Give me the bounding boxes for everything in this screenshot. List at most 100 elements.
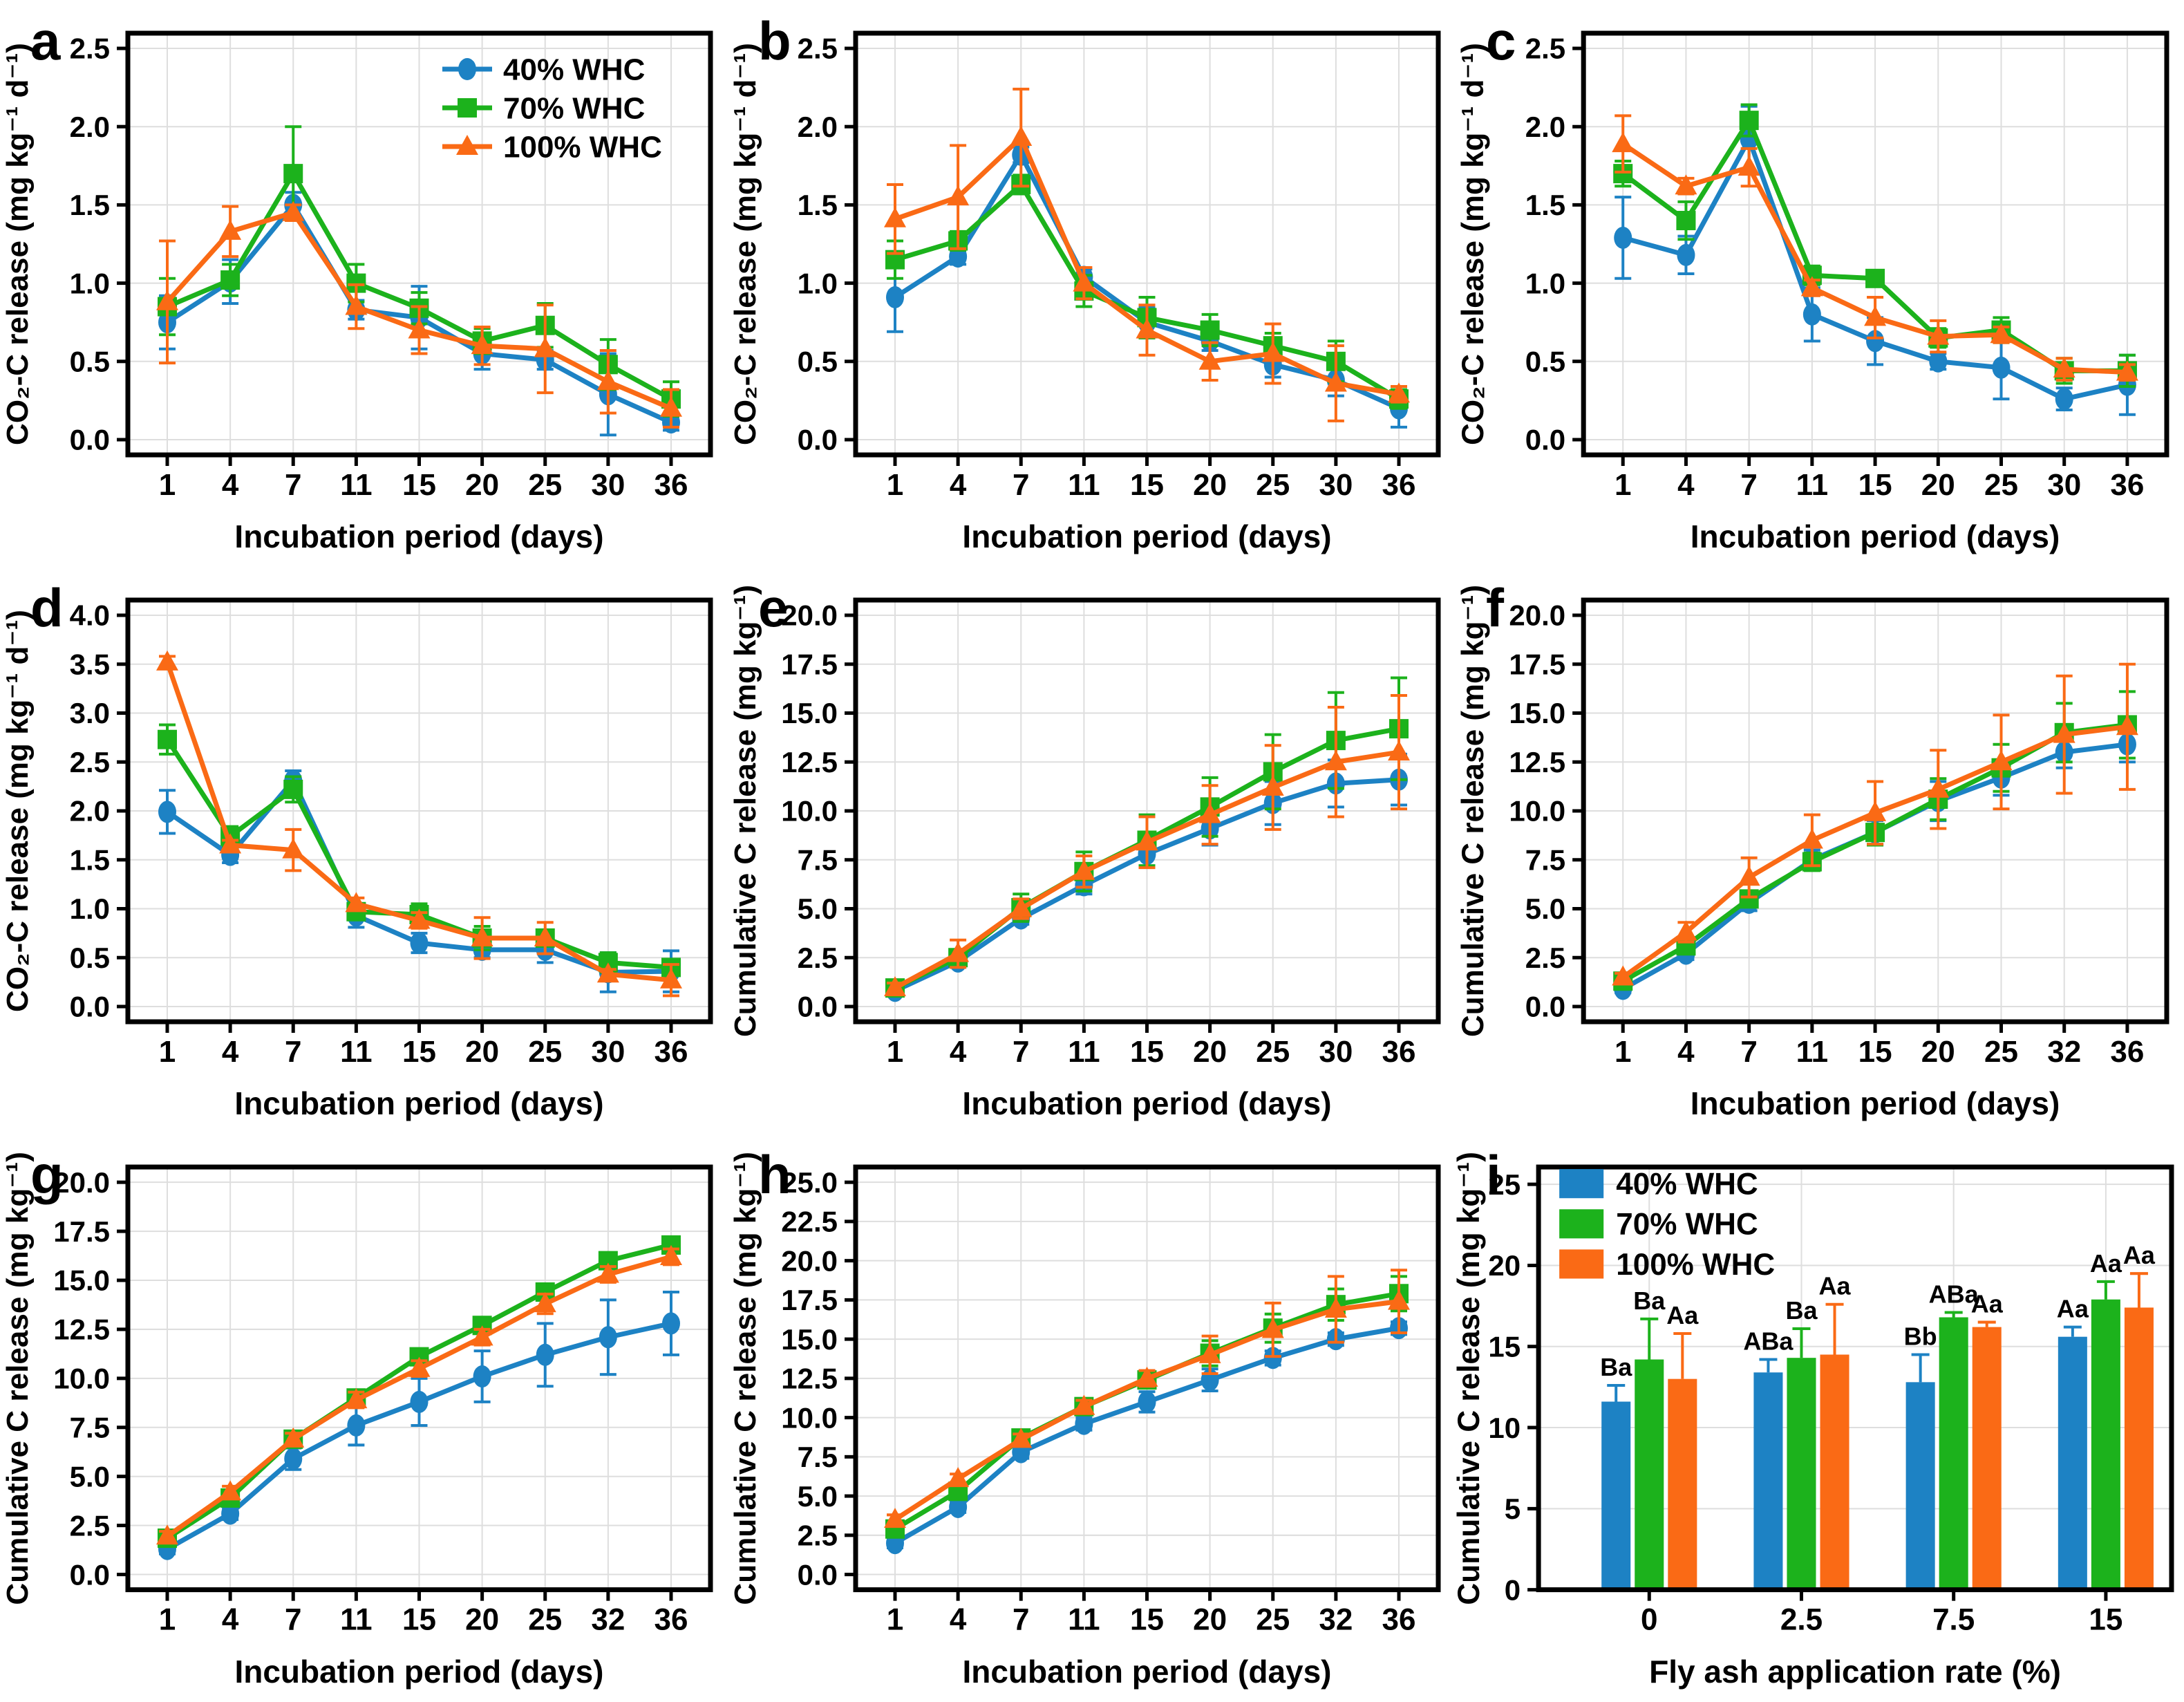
- x-tick-label: 15: [1858, 1035, 1892, 1069]
- y-tick-label: 0.5: [70, 346, 110, 378]
- triangle-marker: [456, 135, 478, 155]
- x-tick-label: 11: [340, 1603, 373, 1637]
- y-tick-label: 15.0: [53, 1264, 110, 1297]
- x-tick-label: 25: [1984, 468, 2018, 502]
- circle-marker: [410, 932, 429, 955]
- triangle-marker: [2053, 357, 2075, 378]
- triangle-marker: [947, 1467, 970, 1488]
- legend-item: 40% WHC: [442, 53, 645, 86]
- significance-label: ABa: [1743, 1327, 1794, 1355]
- x-tick-label: 7: [1740, 468, 1757, 502]
- legend-swatch: [1559, 1169, 1604, 1199]
- triangle-marker: [947, 942, 970, 962]
- chart-c: 0.0 0.5 1.0 1.5 2.0 2.5 1 4 7 11 15 20 25 30 36 CO₂-C r…: [1456, 10, 2169, 554]
- significance-label: Aa: [1666, 1301, 1699, 1329]
- y-axis-label: Cumulative C release (mg kg⁻¹): [728, 1152, 762, 1605]
- y-tick-label: 2.0: [798, 111, 838, 143]
- y-tick-label: 12.5: [53, 1313, 110, 1346]
- triangle-marker: [1927, 777, 1950, 798]
- y-tick-label: 20.0: [781, 1244, 838, 1277]
- panel-f: 0.0 2.5 5.0 7.5 10.0 12.5 15.0 17.5 20.0 1 4 7 11 15 2…: [1456, 567, 2184, 1134]
- significance-label: Ba: [1633, 1287, 1666, 1315]
- panel-letter: d: [30, 577, 64, 638]
- significance-label: Aa: [2123, 1241, 2156, 1269]
- triangle-marker: [1198, 803, 1221, 823]
- series-100-whc: [884, 694, 1410, 997]
- y-tick-label: 4.0: [70, 599, 110, 632]
- x-tick-label: 1: [159, 1035, 176, 1069]
- series-100-whc: [156, 650, 682, 998]
- x-tick-label: 2.5: [1780, 1603, 1823, 1637]
- x-axis-label: Incubation period (days): [962, 518, 1331, 554]
- y-tick-label: 17.5: [53, 1215, 110, 1248]
- y-axis-label: Cumulative C release (mg kg⁻¹): [1456, 585, 1490, 1037]
- panel-h: 0.0 2.5 5.0 7.5 10.0 12.5 15.0 17.5 20.0 22.5 25.0…: [728, 1134, 1456, 1702]
- axis-ticks: [845, 46, 1401, 466]
- y-tick-label: 2.0: [70, 111, 110, 143]
- triangle-marker: [282, 1427, 305, 1448]
- legend-label: 70% WHC: [1616, 1208, 1758, 1242]
- chart-a: 0.0 0.5 1.0 1.5 2.0 2.5 1 4 7 11 15 20 25 30 36 CO₂-C r…: [1, 10, 713, 554]
- square-marker: [283, 779, 303, 799]
- legend-item: 70% WHC: [442, 91, 645, 125]
- triangle-marker: [156, 290, 178, 310]
- circle-marker: [2055, 388, 2073, 411]
- x-tick-label: 15: [2089, 1603, 2122, 1637]
- bar: [1753, 1372, 1783, 1590]
- square-marker: [283, 164, 303, 184]
- y-tick-label: 0.0: [1525, 991, 1565, 1023]
- bar: [1601, 1401, 1631, 1590]
- significance-label: Ba: [1600, 1353, 1632, 1381]
- panel-letter: h: [758, 1144, 791, 1205]
- y-tick-label: 5.0: [798, 1480, 838, 1513]
- bar: [1939, 1317, 1968, 1590]
- triangle-marker: [408, 1356, 431, 1377]
- y-tick-label: 15: [1488, 1330, 1521, 1363]
- circle-marker: [410, 1390, 429, 1413]
- triangle-marker: [1073, 1394, 1095, 1415]
- circle-marker: [1802, 303, 1821, 326]
- x-axis-label: Fly ash application rate (%): [1649, 1654, 2061, 1690]
- triangle-marker: [534, 926, 556, 946]
- x-tick-label: 30: [1319, 468, 1353, 502]
- triangle-marker: [1388, 1289, 1410, 1310]
- bar: [1635, 1359, 1664, 1590]
- legend-item: 70% WHC: [1559, 1208, 1758, 1242]
- circle-marker: [284, 1448, 303, 1470]
- y-tick-label: 0.0: [798, 1558, 838, 1591]
- x-tick-label: 15: [1130, 1603, 1164, 1637]
- legend-label: 40% WHC: [1616, 1168, 1758, 1201]
- x-tick-label: 15: [402, 468, 436, 502]
- triangle-marker: [156, 650, 178, 671]
- axis-ticks: [1527, 1182, 2108, 1601]
- x-tick-label: 36: [2110, 468, 2144, 502]
- circle-marker: [886, 286, 904, 308]
- x-tick-label: 20: [465, 1603, 499, 1637]
- triangle-marker: [534, 337, 556, 357]
- y-tick-label: 2.0: [1525, 111, 1565, 143]
- x-tick-label: 36: [655, 1603, 688, 1637]
- triangle-marker: [596, 962, 619, 983]
- x-tick-label: 4: [222, 1035, 239, 1069]
- x-tick-label: 4: [1677, 1035, 1695, 1069]
- y-tick-label: 17.5: [781, 1284, 838, 1316]
- y-tick-label: 3.5: [70, 648, 110, 680]
- x-tick-label: 7: [285, 468, 301, 502]
- y-tick-label: 0.0: [70, 991, 110, 1023]
- bar: [1787, 1358, 1816, 1590]
- y-axis-label: CO₂-C release (mg kg⁻¹ d⁻¹): [728, 43, 762, 445]
- triangle-marker: [1612, 132, 1635, 153]
- significance-label: Ba: [1785, 1296, 1818, 1325]
- triangle-marker: [884, 976, 906, 997]
- x-tick-label: 36: [655, 1035, 688, 1069]
- x-tick-label: 11: [340, 468, 373, 502]
- y-tick-label: 0.0: [1525, 424, 1565, 456]
- panel-letter: c: [1486, 10, 1516, 71]
- series-100-whc: [1612, 662, 2138, 986]
- circle-marker: [536, 1343, 554, 1366]
- x-tick-label: 7: [1013, 468, 1029, 502]
- triangle-marker: [884, 207, 906, 227]
- y-tick-label: 20.0: [53, 1166, 110, 1199]
- x-tick-label: 7: [1740, 1035, 1757, 1069]
